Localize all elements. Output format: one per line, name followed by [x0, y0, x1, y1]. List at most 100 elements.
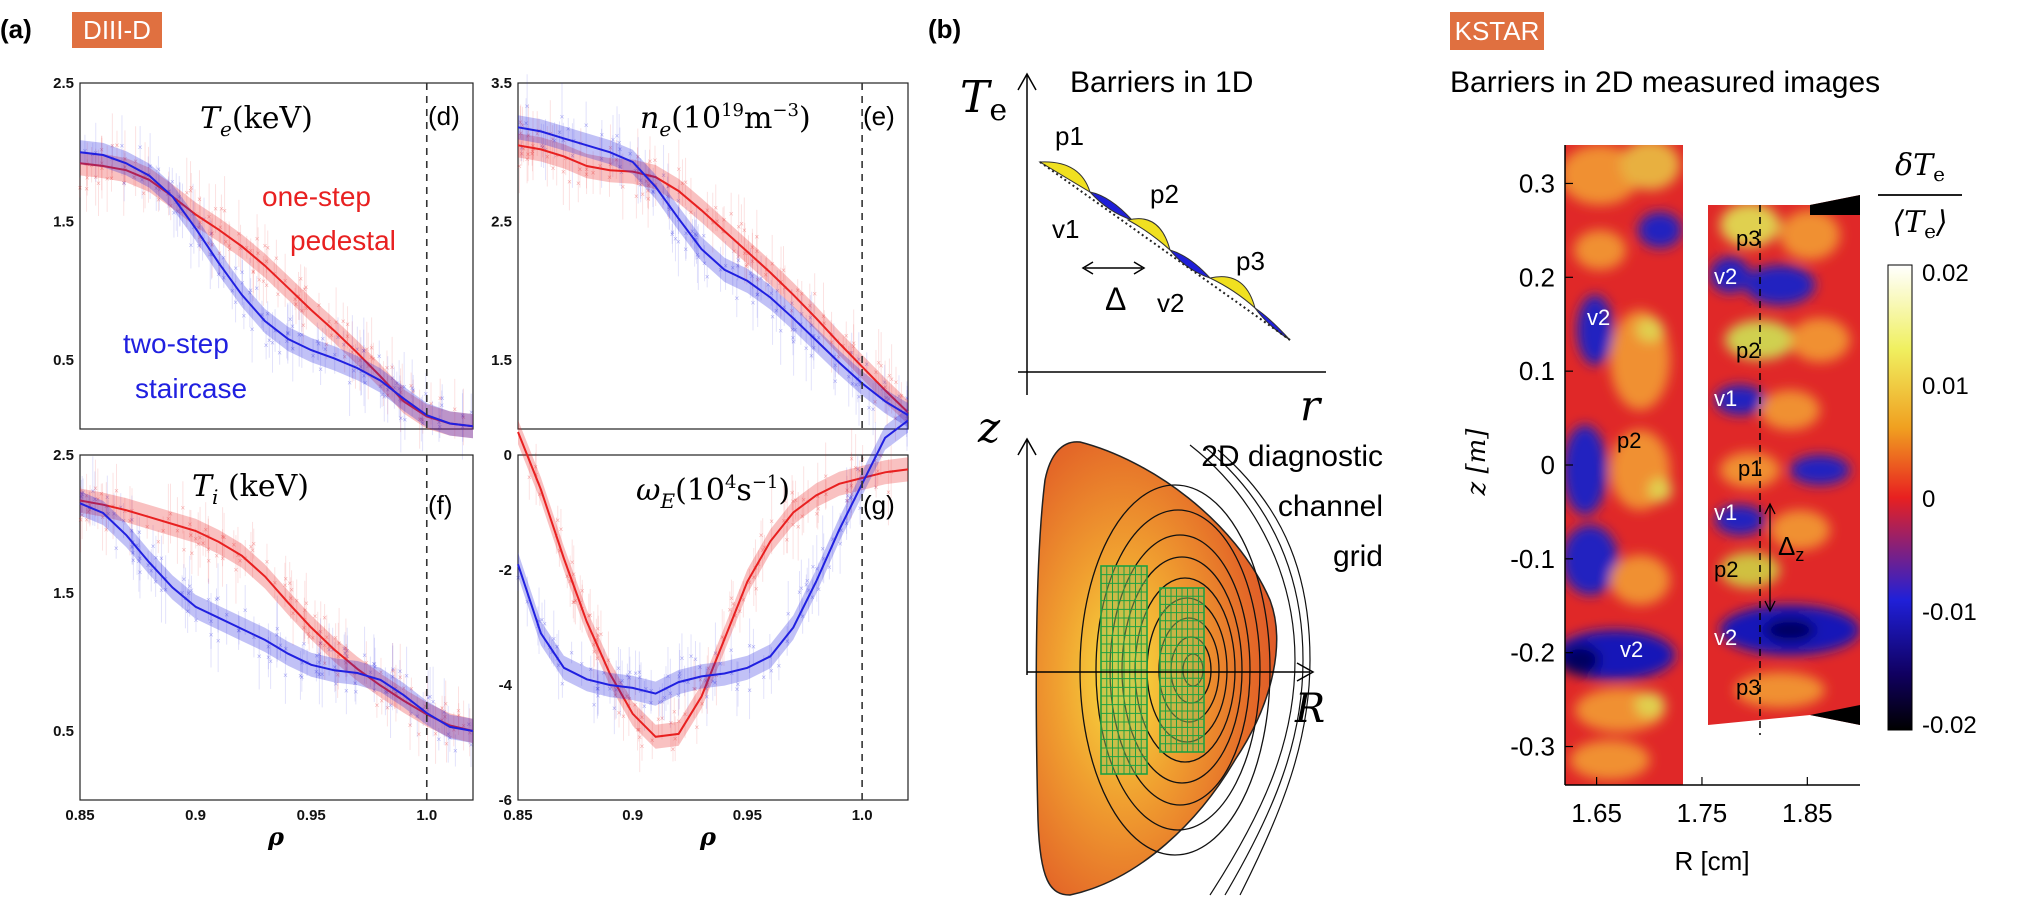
chart-g-data-point: ×	[806, 586, 811, 595]
chart-d-data-point: ×	[168, 201, 173, 210]
chart-f-data-point: ×	[168, 510, 173, 519]
chart-g-data-point: ×	[875, 467, 880, 476]
chart-d-data-point: ×	[359, 367, 364, 376]
chart-g-data-point: ×	[810, 593, 815, 602]
chart-d-data-point: ×	[191, 210, 196, 219]
chart-f-data-point: ×	[135, 541, 140, 550]
chart-g-data-point: ×	[747, 686, 752, 695]
chart-g-band-0	[518, 419, 908, 749]
chart-d-data-point: ×	[222, 206, 227, 215]
chart-e-data-point: ×	[782, 303, 787, 312]
chart-e-data-point: ×	[680, 179, 685, 188]
chart-e-data-point: ×	[809, 321, 814, 330]
chart-g-data-point: ×	[559, 525, 564, 534]
chart-d-data-point: ×	[288, 315, 293, 324]
z-axis-title: z [m]	[1462, 428, 1492, 497]
chart-g-data-point: ×	[689, 652, 694, 661]
chart-g-data-point: ×	[797, 588, 802, 597]
chart-e-data-point: ×	[566, 124, 571, 133]
one-step-label: one-step	[262, 181, 371, 212]
chart-e-data-point: ×	[876, 359, 881, 368]
chart-f-data-point: ×	[266, 642, 271, 651]
chart-d-data-point: ×	[437, 423, 442, 432]
chart-f-data-point: ×	[243, 606, 248, 615]
chart-d-data-point: ×	[121, 179, 126, 188]
colorbar-tick-label: -0.01	[1922, 599, 1977, 626]
chart-g-data-point: ×	[839, 526, 844, 535]
chart-d-data-point: ×	[419, 415, 424, 424]
chart-f-data-point: ×	[137, 528, 142, 537]
chart-d-data-point: ×	[334, 318, 339, 327]
z-tick-label: 0.1	[1519, 356, 1555, 386]
chart-g-data-point: ×	[747, 642, 752, 651]
chart-d: ××××××××××××××××××××××××××××××××××××××××…	[53, 75, 474, 460]
chart-d-data-point: ×	[218, 223, 223, 232]
chart-f-data-point: ×	[306, 630, 311, 639]
chart-e-data-point: ×	[808, 313, 813, 322]
chart-g-data-point: ×	[801, 496, 806, 505]
chart-g-data-point: ×	[642, 702, 647, 711]
chart-d-ytick: 1.5	[53, 213, 74, 230]
chart-f-data-point: ×	[181, 503, 186, 512]
chart-f-data-point: ×	[322, 641, 327, 650]
separatrix-lines	[1189, 444, 1311, 896]
chart-f-data-point: ×	[84, 516, 89, 525]
chart-g-data-point: ×	[761, 673, 766, 682]
chart-g-xtick: 0.9	[622, 807, 643, 824]
chart-g-data-point: ×	[570, 558, 575, 567]
chart-f-data-point: ×	[129, 527, 134, 536]
chart-d-data-point: ×	[78, 183, 83, 192]
label-v1: v1	[1052, 214, 1079, 244]
label-p1: p1	[1055, 121, 1084, 151]
chart-g-data-point: ×	[705, 681, 710, 690]
chart-e-data-point: ×	[705, 206, 710, 215]
chart-f-data-point: ×	[206, 556, 211, 565]
chart-d-data-point: ×	[277, 349, 282, 358]
chart-g-panel-label: (g)	[863, 490, 895, 520]
chart-e-data-point: ×	[550, 135, 555, 144]
chart-g-data-point: ×	[783, 497, 788, 506]
chart-d-data-point: ×	[369, 344, 374, 353]
chart-f-data-point: ×	[345, 646, 350, 655]
chart-e-data-point: ×	[610, 152, 615, 161]
chart-e-data-point: ×	[600, 131, 605, 140]
delta-z-arrow-bottom	[1764, 600, 1776, 613]
chart-e-data-point: ×	[809, 352, 814, 361]
chart-f-data-point: ×	[342, 645, 347, 654]
chart-e-data-point: ×	[618, 145, 623, 154]
chart-d-data-point: ×	[329, 331, 334, 340]
chart-e-data-point: ×	[736, 252, 741, 261]
chart-e-data-point: ×	[653, 156, 658, 165]
chart-f-data-point: ×	[79, 492, 84, 501]
chart-g-data-point: ×	[571, 570, 576, 579]
chart-d-data-point: ×	[286, 328, 291, 337]
chart-f-data-point: ×	[252, 633, 257, 642]
R-axis-label: R	[1294, 686, 1325, 732]
chart-g-data-point: ×	[838, 539, 843, 548]
chart-g-data-point: ×	[612, 704, 617, 713]
chart-g-xtick: 0.85	[503, 807, 532, 824]
chart-g-data-point: ×	[760, 546, 765, 555]
chart-e-title: ne(1019m−3)	[640, 100, 811, 141]
chart-f-data-point: ×	[114, 544, 119, 553]
chart-d-data-point: ×	[385, 385, 390, 394]
chart-g-data-point: ×	[660, 697, 665, 706]
chart-e-data-point: ×	[661, 171, 666, 180]
chart-f-data-point: ×	[130, 515, 135, 524]
chart-g-data-point: ×	[845, 486, 850, 495]
chart-g-data-point: ×	[608, 684, 613, 693]
chart-d-data-point: ×	[390, 374, 395, 383]
chart-f-ytick: 1.5	[53, 585, 74, 602]
chart-g-data-point: ×	[640, 742, 645, 751]
chart-g-data-point: ×	[805, 577, 810, 586]
chart-e-data-point: ×	[535, 130, 540, 139]
chart-e-data-point: ×	[518, 129, 523, 138]
chart-e-data-point: ×	[651, 187, 656, 196]
chart-e-band-0	[518, 133, 908, 425]
chart-d-data-point: ×	[197, 241, 202, 250]
chart-e-data-point: ×	[791, 334, 796, 343]
caption-line-2: channel	[1278, 490, 1383, 523]
chart-e-data-point: ×	[545, 152, 550, 161]
chart-d-data-point: ×	[260, 310, 265, 319]
chart-g-data-point: ×	[785, 536, 790, 545]
